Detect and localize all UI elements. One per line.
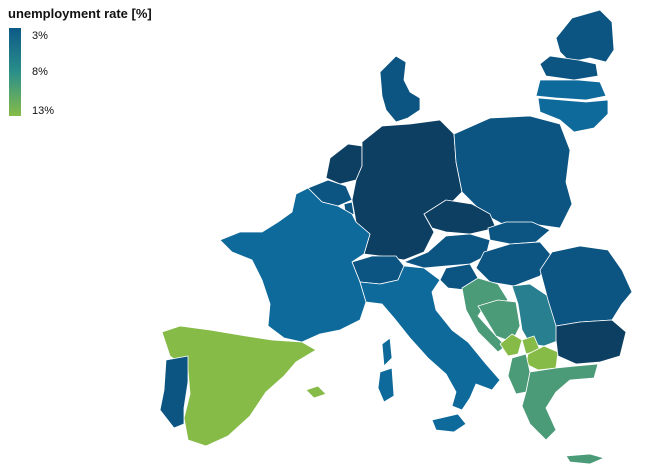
- region-spain[interactable]: [161, 325, 317, 447]
- region-croatia[interactable]: [461, 277, 509, 353]
- region-italy[interactable]: [359, 265, 501, 411]
- region-france[interactable]: [219, 187, 371, 343]
- legend-tick-13: 13%: [32, 105, 55, 117]
- region-germany[interactable]: [351, 119, 463, 261]
- legend-tick-8: 8%: [32, 66, 48, 78]
- region-montenegro[interactable]: [499, 333, 523, 357]
- region-greece[interactable]: [521, 363, 599, 441]
- region-lithuania[interactable]: [537, 97, 609, 133]
- region-poland[interactable]: [453, 115, 573, 229]
- region-hungary[interactable]: [475, 241, 553, 287]
- region-slovakia[interactable]: [487, 221, 551, 245]
- region-estonia[interactable]: [539, 55, 599, 81]
- region-finland[interactable]: [555, 9, 615, 63]
- region-switzerland[interactable]: [351, 255, 405, 285]
- legend-title: unemployment rate [%]: [8, 6, 152, 21]
- region-balearic-islands[interactable]: [305, 385, 327, 399]
- legend-color-scale: [9, 28, 21, 116]
- region-corsica[interactable]: [381, 337, 393, 367]
- region-austria[interactable]: [403, 233, 491, 269]
- region-bosnia[interactable]: [477, 299, 521, 343]
- region-portugal[interactable]: [159, 355, 189, 429]
- region-romania[interactable]: [539, 245, 633, 327]
- region-crete[interactable]: [565, 453, 605, 465]
- region-sicily[interactable]: [431, 413, 467, 433]
- legend-tick-3: 3%: [32, 30, 48, 42]
- region-denmark[interactable]: [379, 55, 421, 123]
- region-latvia[interactable]: [535, 79, 607, 101]
- region-sardinia[interactable]: [377, 367, 395, 403]
- region-bulgaria[interactable]: [555, 319, 627, 365]
